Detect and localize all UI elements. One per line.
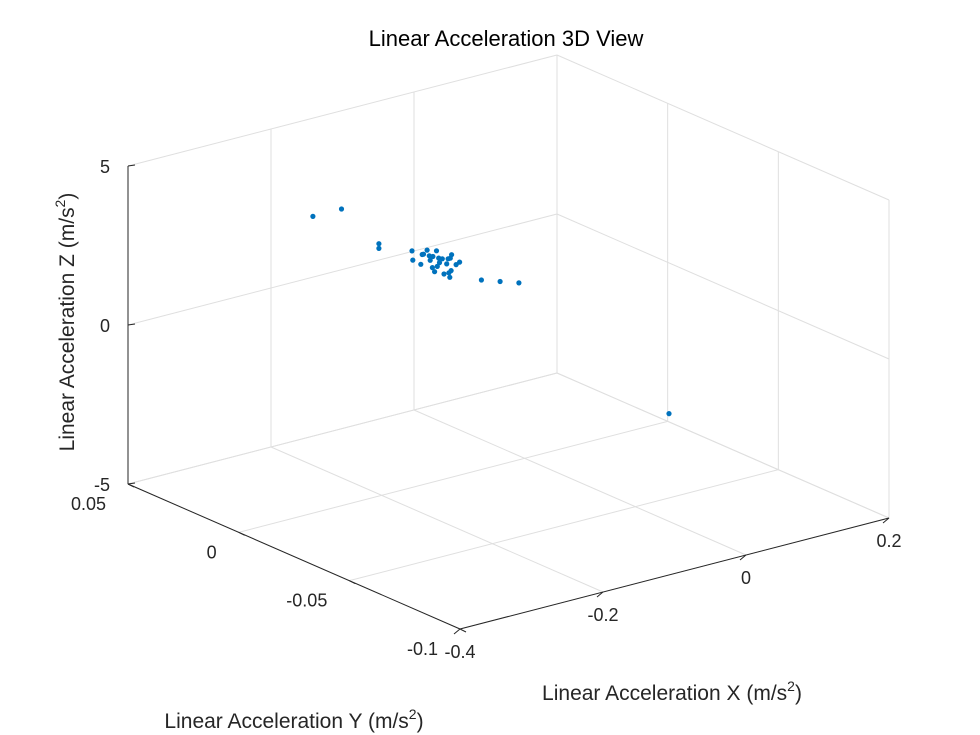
data-point-26 bbox=[429, 265, 435, 271]
data-point-25 bbox=[446, 270, 452, 276]
y-tick-label-1: -0.05 bbox=[286, 591, 327, 611]
data-point-23 bbox=[419, 251, 425, 258]
data-point-33 bbox=[666, 411, 672, 417]
z-tick-label-1: 0 bbox=[100, 316, 110, 336]
data-point-11 bbox=[427, 257, 433, 263]
data-point-16 bbox=[432, 269, 438, 275]
data-points bbox=[310, 206, 672, 417]
x-axis-label: Linear Acceleration X (m/s2) bbox=[542, 678, 802, 705]
data-point-9 bbox=[439, 256, 445, 262]
z-tick-1 bbox=[127, 323, 136, 326]
grid-backx-z-1 bbox=[556, 213, 890, 360]
x-tick-1 bbox=[596, 591, 604, 598]
z-axis-label: Linear Acceleration Z (m/s2) bbox=[52, 193, 79, 452]
y-tick-label-0: -0.1 bbox=[407, 639, 438, 659]
x-tick-label-1: -0.2 bbox=[587, 605, 618, 625]
grid-backy-z-2 bbox=[127, 54, 558, 167]
grid-floor-x-2 bbox=[413, 409, 747, 556]
data-point-3 bbox=[376, 245, 382, 251]
x-tick-label-3: 0.2 bbox=[876, 531, 901, 551]
x-tick-3 bbox=[882, 517, 890, 524]
data-point-24 bbox=[434, 263, 440, 269]
data-point-4 bbox=[409, 248, 415, 254]
y-axis-line bbox=[127, 483, 461, 630]
y-tick-1 bbox=[349, 580, 356, 585]
data-point-15 bbox=[418, 261, 424, 267]
grid-floor-y-1 bbox=[349, 469, 779, 582]
grid-floor-y-2 bbox=[238, 420, 668, 533]
grid-backx-z-0 bbox=[556, 372, 890, 519]
grid-backy-z-1 bbox=[127, 213, 558, 326]
data-point-7 bbox=[430, 253, 436, 260]
tick-labels: -0.4 -0.2 0 0.2 -0.1 -0.05 0 0.05-5 0 5 bbox=[71, 157, 902, 662]
x-tick-label-0: -0.4 bbox=[444, 642, 475, 662]
data-point-32 bbox=[516, 280, 522, 286]
data-point-31 bbox=[497, 278, 503, 285]
data-point-29 bbox=[447, 274, 453, 280]
y-tick-label-2: 0 bbox=[207, 542, 217, 562]
z-tick-0 bbox=[127, 482, 136, 485]
data-point-1 bbox=[338, 206, 345, 212]
data-point-13 bbox=[444, 261, 450, 267]
y-tick-0 bbox=[459, 628, 467, 633]
grid-backy-z-0 bbox=[127, 372, 558, 485]
data-point-20 bbox=[433, 248, 440, 254]
y-tick-3 bbox=[127, 483, 135, 488]
x-tick-2 bbox=[739, 554, 747, 561]
data-point-17 bbox=[441, 271, 447, 277]
x-tick-label-2: 0 bbox=[741, 568, 751, 588]
chart-title: Linear Acceleration 3D View bbox=[369, 26, 644, 51]
data-point-28 bbox=[410, 257, 416, 263]
x-axis-line bbox=[459, 517, 890, 630]
data-point-19 bbox=[424, 247, 430, 253]
z-tick-2 bbox=[127, 164, 136, 167]
data-point-2 bbox=[376, 241, 382, 247]
grid-backx-z-2 bbox=[556, 54, 890, 201]
y-tick-label-3: 0.05 bbox=[71, 494, 106, 514]
data-point-12 bbox=[436, 260, 443, 266]
z-tick-label-2: 5 bbox=[100, 157, 110, 177]
y-axis-label: Linear Acceleration Y (m/s2) bbox=[164, 706, 423, 733]
axes bbox=[127, 164, 890, 635]
x-tick-0 bbox=[453, 628, 461, 635]
data-point-27 bbox=[449, 252, 455, 258]
z-tick-label-0: -5 bbox=[94, 475, 110, 495]
data-point-22 bbox=[457, 259, 463, 265]
data-point-0 bbox=[310, 213, 316, 219]
grid-lines bbox=[127, 54, 890, 630]
y-tick-2 bbox=[238, 531, 245, 536]
grid-floor-x-1 bbox=[270, 446, 604, 593]
data-point-30 bbox=[478, 277, 484, 283]
